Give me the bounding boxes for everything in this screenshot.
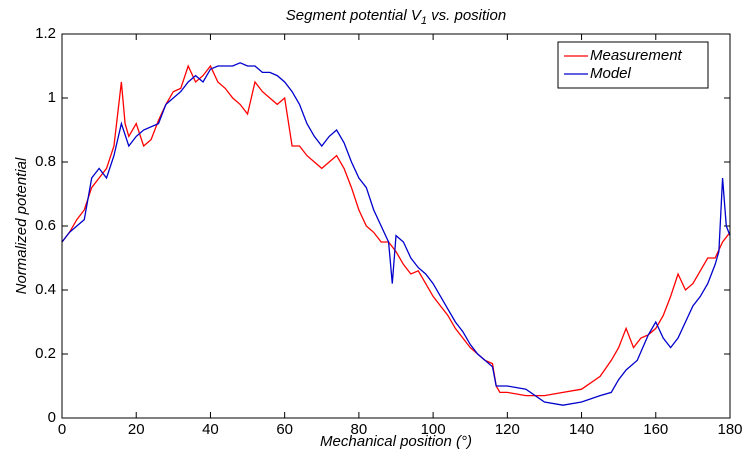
x-tick-label: 20	[128, 421, 145, 438]
y-tick-label: 1.2	[35, 25, 56, 42]
title-subscript: 1	[421, 15, 427, 27]
y-tick-label: 0	[48, 409, 56, 426]
x-tick-label: 60	[276, 421, 293, 438]
x-tick-label: 120	[495, 421, 520, 438]
y-tick-label: 0.4	[35, 281, 56, 298]
x-tick-label: 80	[351, 421, 368, 438]
series-line	[61, 62, 731, 406]
plot-frame	[61, 33, 731, 419]
x-tick-label: 140	[569, 421, 594, 438]
x-axis-label: Mechanical position (°)	[320, 433, 472, 450]
chart-title: Segment potential V1 vs. position	[286, 7, 506, 27]
y-tick-label: 0.6	[35, 217, 56, 234]
title-main: Segment potential V	[286, 7, 423, 24]
x-tick-label: 180	[717, 421, 742, 438]
y-tick-label: 0.8	[35, 153, 56, 170]
x-tick-label: 160	[643, 421, 668, 438]
legend-label: Measurement	[590, 47, 683, 64]
title-suffix: vs. position	[427, 7, 506, 24]
y-tick-label: 0.2	[35, 345, 56, 362]
x-tick-label: 100	[421, 421, 446, 438]
legend-box	[557, 41, 709, 89]
series-line	[61, 64, 731, 397]
x-tick-label: 40	[202, 421, 219, 438]
legend-label: Model	[590, 65, 632, 82]
x-tick-label: 0	[58, 421, 66, 438]
y-tick-label: 1	[48, 89, 56, 106]
y-axis-label: Normalized potential	[13, 157, 30, 294]
